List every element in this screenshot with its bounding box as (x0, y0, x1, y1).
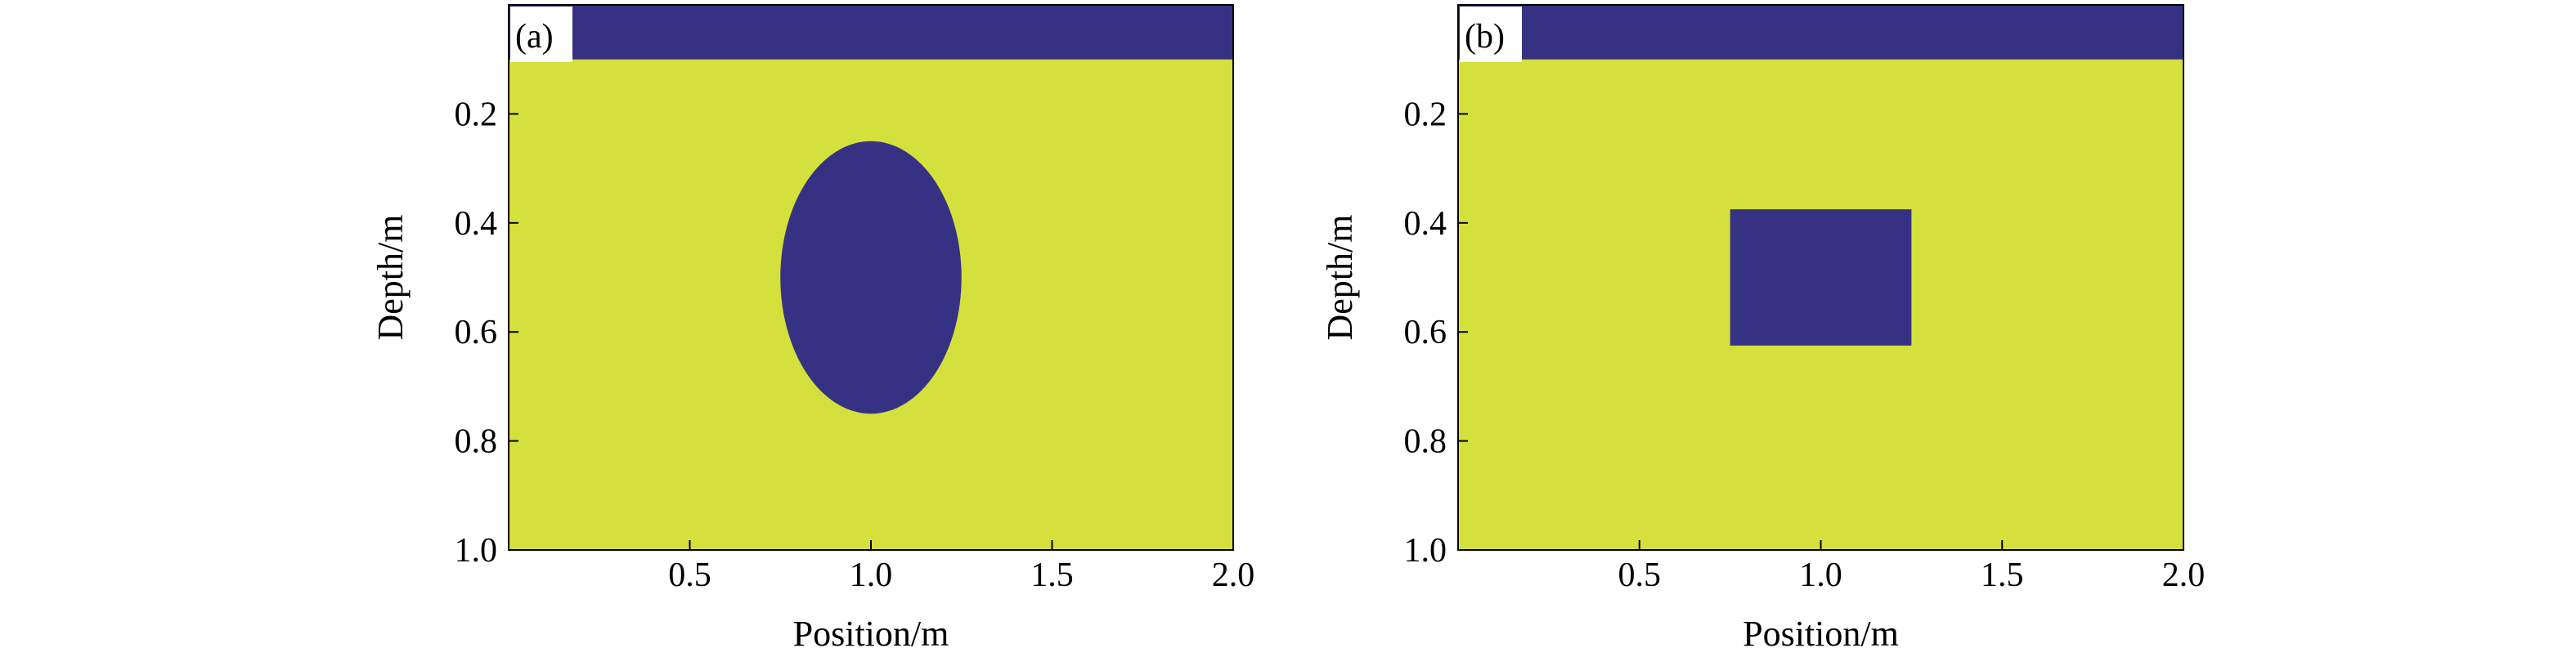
panel-label: (a) (515, 18, 554, 56)
x-axis-label: Position/m (793, 614, 949, 654)
panel-label: (b) (1465, 18, 1505, 56)
x-axis-label: Position/m (1743, 614, 1899, 654)
surface-layer (509, 5, 1233, 60)
x-tick-label: 2.0 (2162, 556, 2206, 594)
rectangular-anomaly (1730, 209, 1912, 346)
y-tick-label: 0.8 (1404, 423, 1447, 461)
panel-a: 0.5 1.0 1.5 2.0 0.2 0.4 0.6 0.8 1.0 Position/m Dep… (370, 4, 1255, 654)
y-tick-label: 0.8 (455, 423, 498, 461)
surface-layer (1458, 5, 2183, 60)
x-tick-label: 1.0 (1799, 556, 1842, 594)
elliptical-anomaly (780, 141, 962, 414)
y-tick-label: 1.0 (1404, 532, 1447, 570)
x-tick-label: 1.5 (1981, 556, 2024, 594)
y-axis-label: Depth/m (370, 215, 411, 341)
y-tick-label: 0.6 (1404, 314, 1447, 351)
x-tick-label: 1.0 (850, 556, 893, 594)
x-tick-label: 2.0 (1212, 556, 1255, 594)
panel-label-box (510, 7, 572, 62)
y-axis-label: Depth/m (1320, 215, 1360, 341)
y-tick-label: 1.0 (455, 532, 498, 570)
y-tick-label: 0.6 (455, 314, 498, 351)
y-tick-label: 0.4 (1404, 205, 1447, 243)
x-tick-label: 0.5 (668, 556, 711, 594)
y-tick-label: 0.2 (1404, 96, 1447, 133)
y-tick-label: 0.4 (455, 205, 498, 243)
x-tick-label: 0.5 (1618, 556, 1662, 594)
panel-b: 0.5 1.0 1.5 2.0 0.2 0.4 0.6 0.8 1.0 Position/m Dep… (1320, 4, 2206, 654)
x-tick-label: 1.5 (1030, 556, 1074, 594)
y-tick-label: 0.2 (455, 96, 498, 133)
panel-label-box (1460, 7, 1522, 62)
